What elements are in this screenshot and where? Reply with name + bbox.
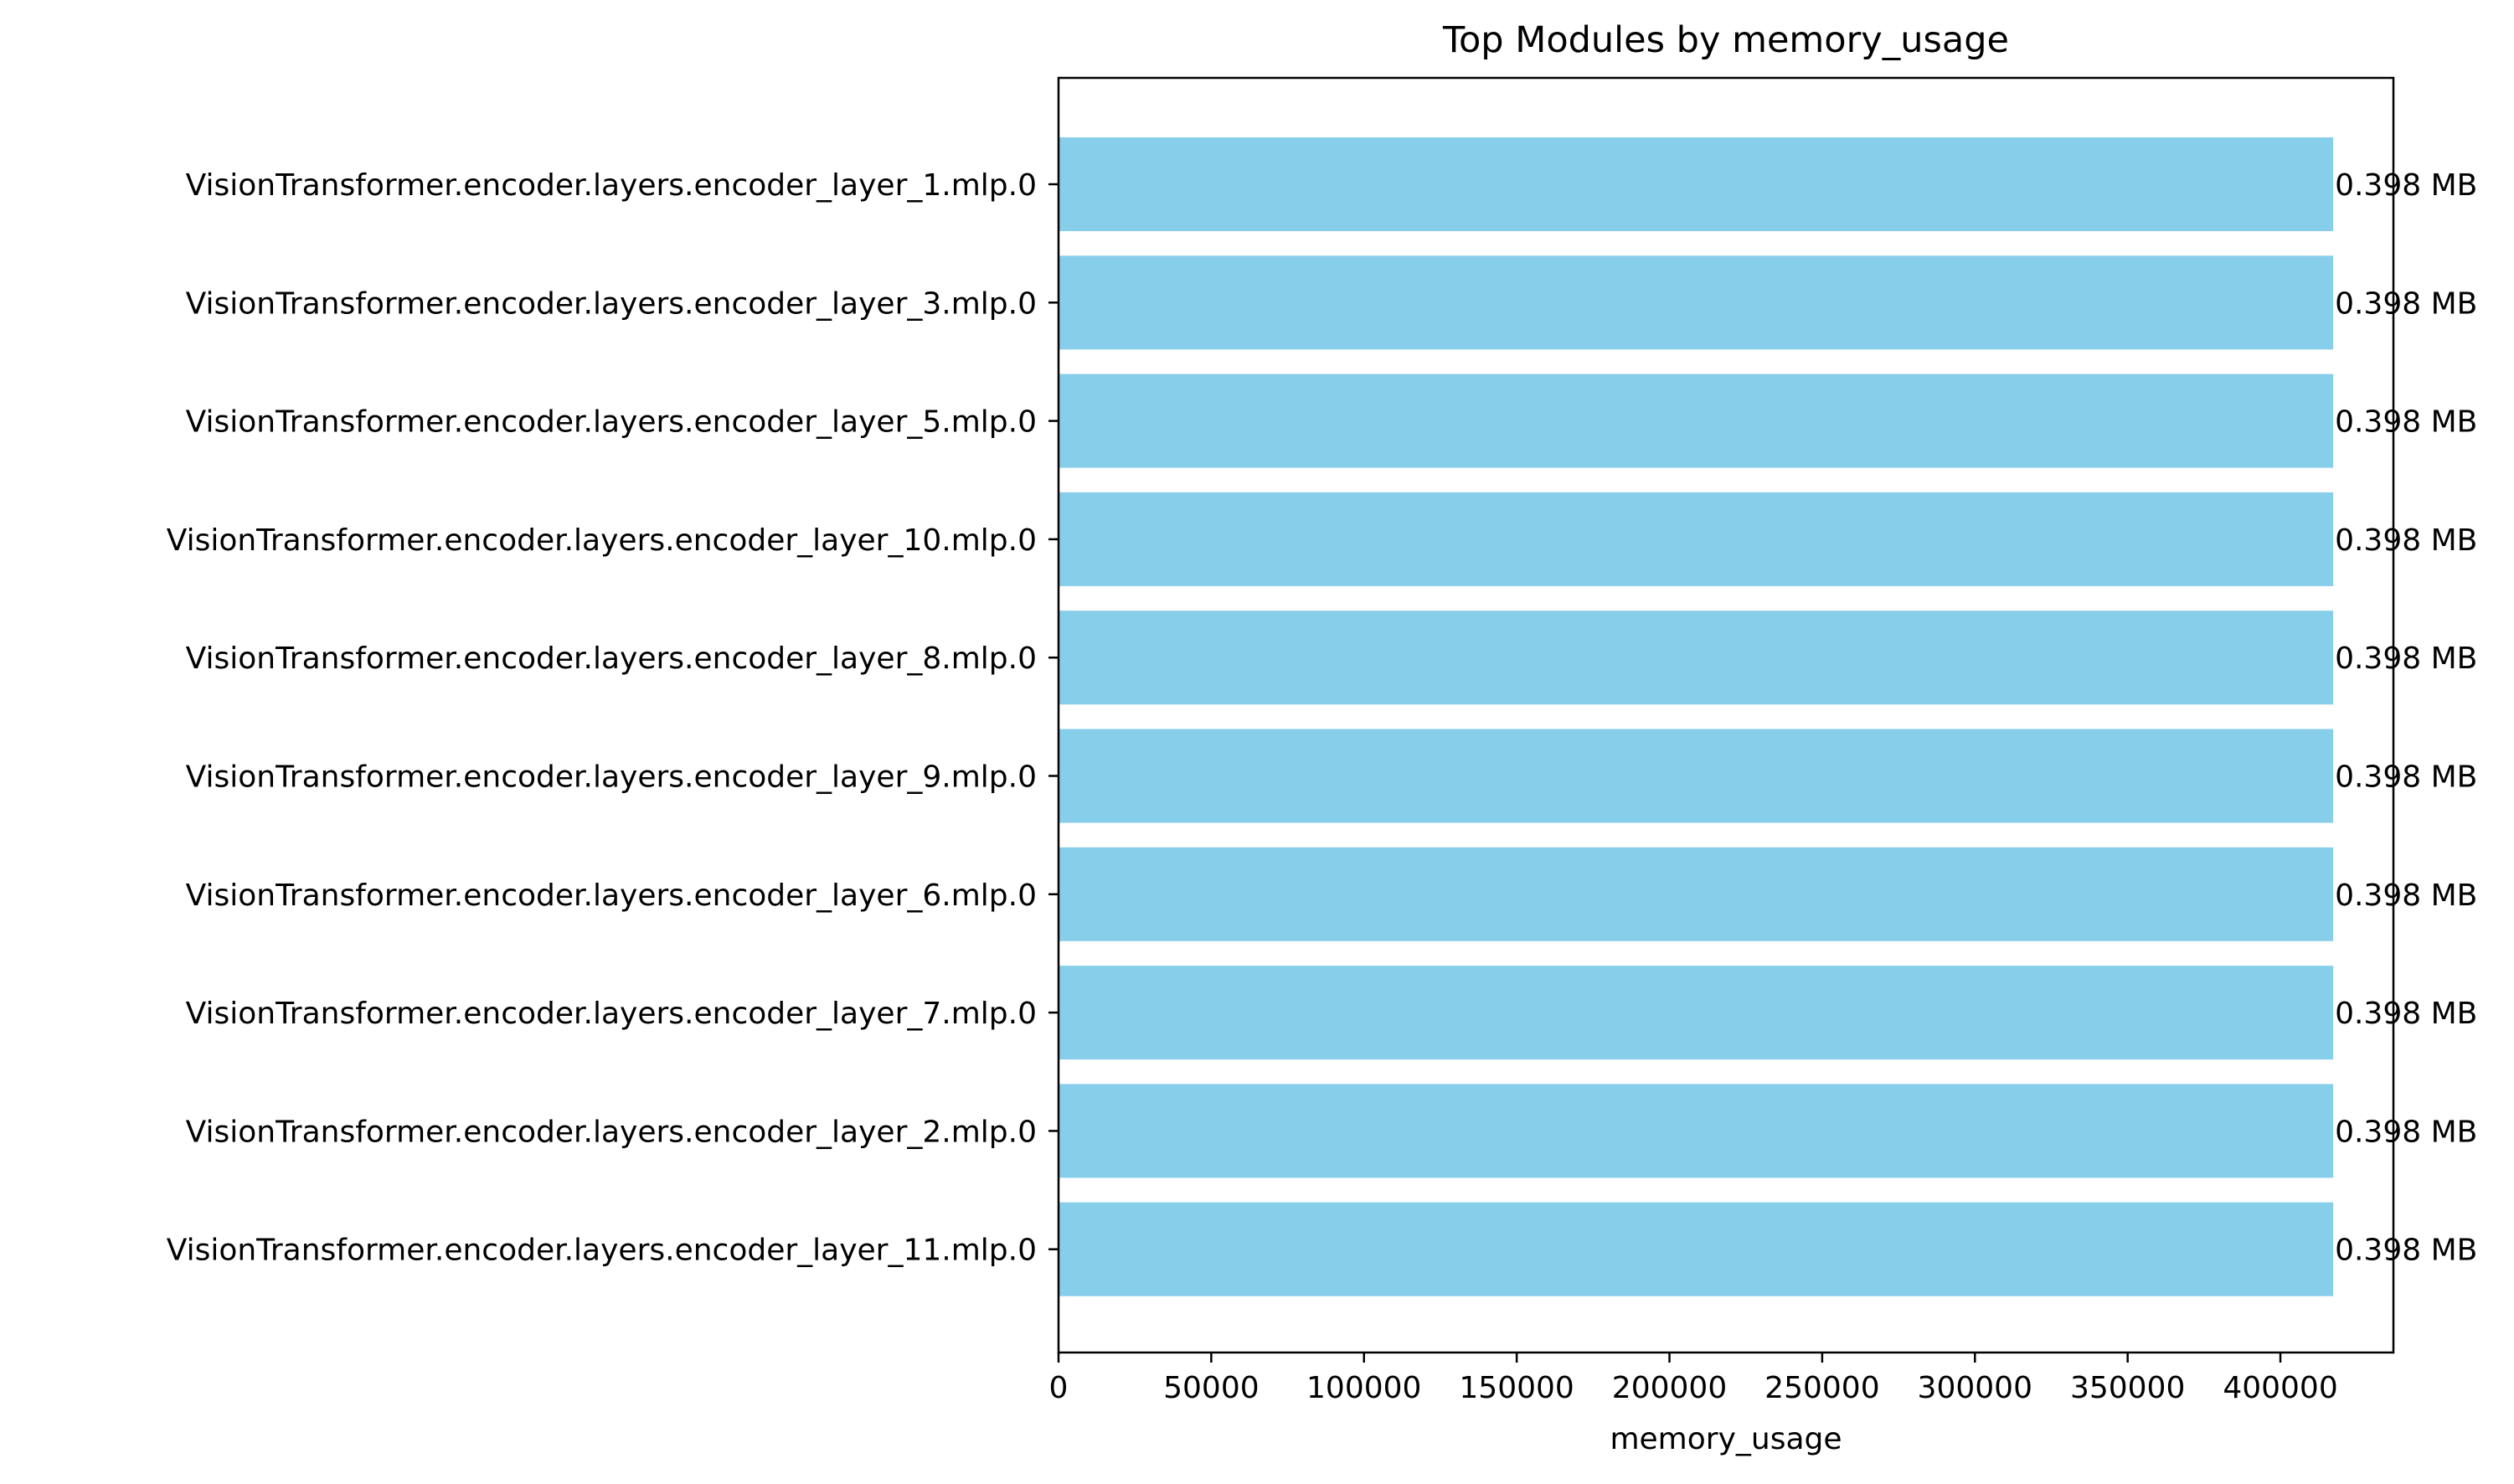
x-tick-label: 50000 xyxy=(1163,1371,1260,1405)
y-tick-label: VisionTransformer.encoder.layers.encoder… xyxy=(167,1234,1037,1268)
bar xyxy=(1059,1084,2334,1178)
y-tick-label: VisionTransformer.encoder.layers.encoder… xyxy=(186,642,1037,676)
bar-data-label: 0.398 MB xyxy=(2335,286,2477,321)
y-tick-label: VisionTransformer.encoder.layers.encoder… xyxy=(186,760,1037,795)
bar xyxy=(1059,1202,2334,1296)
bar-data-label: 0.398 MB xyxy=(2335,642,2477,676)
x-tick-label: 100000 xyxy=(1306,1371,1421,1405)
x-tick-label: 400000 xyxy=(2223,1371,2337,1405)
bar-data-label: 0.398 MB xyxy=(2335,997,2477,1031)
x-axis-label: memory_usage xyxy=(1610,1422,1842,1456)
bar xyxy=(1059,611,2334,705)
plot-frame xyxy=(1057,76,2395,1354)
x-tick-label: 0 xyxy=(1049,1371,1069,1405)
bar xyxy=(1059,847,2334,941)
y-tick-label: VisionTransformer.encoder.layers.encoder… xyxy=(186,286,1037,321)
bar-data-label: 0.398 MB xyxy=(2335,1115,2477,1149)
chart-title: Top Modules by memory_usage xyxy=(1442,19,2009,61)
bar-data-label: 0.398 MB xyxy=(2335,760,2477,795)
y-tick-label: VisionTransformer.encoder.layers.encoder… xyxy=(186,405,1037,440)
y-tick-label: VisionTransformer.encoder.layers.encoder… xyxy=(167,523,1037,558)
x-tick-label: 350000 xyxy=(2070,1371,2185,1405)
x-tick-label: 300000 xyxy=(1918,1371,2032,1405)
bar xyxy=(1059,492,2334,586)
bar xyxy=(1059,137,2334,231)
bar-data-label: 0.398 MB xyxy=(2335,405,2477,440)
y-axis-ticks: VisionTransformer.encoder.layers.encoder… xyxy=(167,168,1059,1268)
y-tick-label: VisionTransformer.encoder.layers.encoder… xyxy=(186,1115,1037,1149)
bar-data-label: 0.398 MB xyxy=(2335,168,2477,203)
bar-data-label: 0.398 MB xyxy=(2335,879,2477,913)
bar xyxy=(1059,729,2334,823)
x-tick-label: 200000 xyxy=(1612,1371,1727,1405)
bar xyxy=(1059,255,2334,350)
y-tick-label: VisionTransformer.encoder.layers.encoder… xyxy=(186,879,1037,913)
bar-data-label: 0.398 MB xyxy=(2335,1234,2477,1268)
y-tick-label: VisionTransformer.encoder.layers.encoder… xyxy=(186,997,1037,1031)
bars-layer xyxy=(1059,137,2334,1296)
bar-data-label: 0.398 MB xyxy=(2335,523,2477,558)
x-axis-ticks: 0 50000 100000 150000 200000 250000 300000 3500… xyxy=(1049,1353,2338,1405)
bar xyxy=(1059,966,2334,1060)
data-labels-layer: 0.398 MB 0.398 MB 0.398 MB 0.398 MB 0.398 MB… xyxy=(2335,168,2477,1268)
y-tick-label: VisionTransformer.encoder.layers.encoder… xyxy=(186,168,1037,203)
x-tick-label: 250000 xyxy=(1764,1371,1879,1405)
x-tick-label: 150000 xyxy=(1459,1371,1574,1405)
bar xyxy=(1059,374,2334,468)
